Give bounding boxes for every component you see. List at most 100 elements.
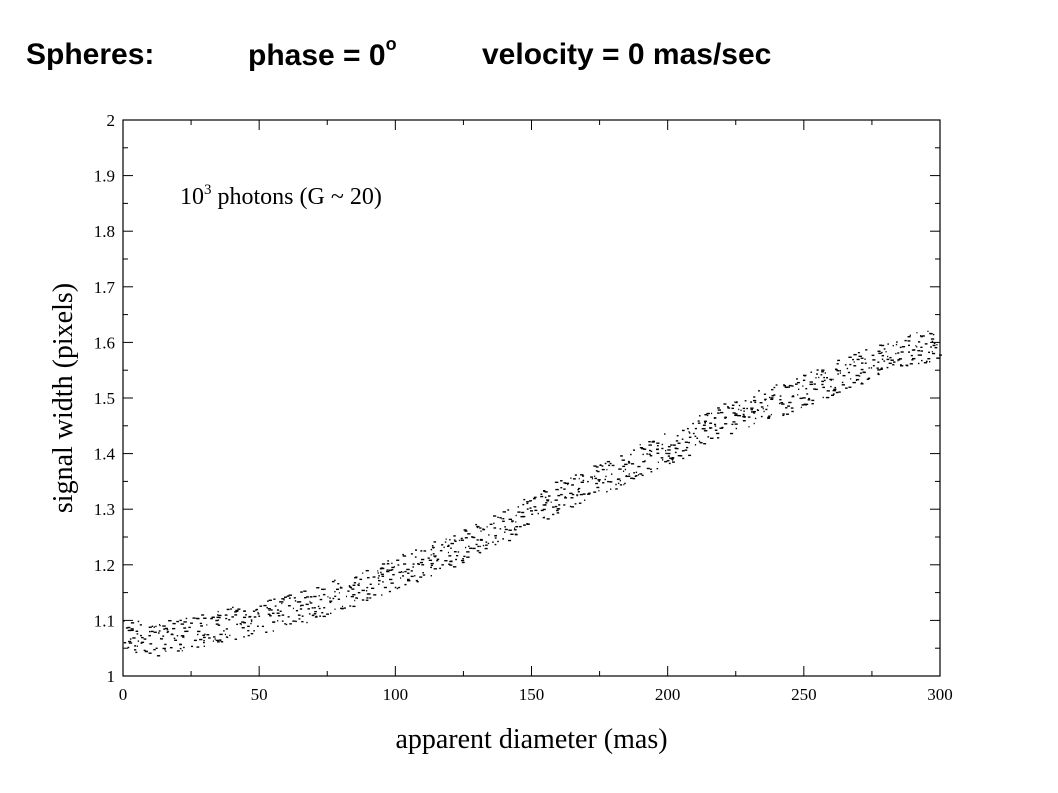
scatter-point — [649, 455, 653, 457]
scatter-point — [734, 401, 736, 403]
scatter-point — [681, 438, 684, 440]
scatter-point — [560, 480, 563, 482]
scatter-point — [497, 540, 499, 543]
scatter-point — [250, 632, 254, 635]
scatter-point — [758, 390, 760, 392]
scatter-point — [350, 586, 353, 589]
x-tick-label: 250 — [791, 685, 817, 704]
scatter-point — [823, 379, 826, 382]
scatter-point — [517, 511, 521, 513]
scatter-point — [660, 457, 664, 459]
scatter-point — [267, 608, 271, 610]
scatter-point — [564, 482, 568, 485]
scatter-point — [501, 518, 503, 520]
scatter-point — [265, 631, 268, 633]
scatter-point — [414, 575, 416, 577]
scatter-point — [542, 508, 546, 511]
scatter-point — [217, 641, 220, 643]
scatter-point — [403, 563, 407, 565]
scatter-point — [475, 543, 478, 546]
scatter-point — [862, 371, 866, 373]
scatter-point — [821, 380, 825, 383]
scatter-point — [326, 613, 330, 615]
scatter-point — [618, 468, 622, 470]
scatter-point — [564, 496, 566, 498]
scatter-point — [206, 624, 208, 626]
scatter-point — [738, 404, 741, 407]
scatter-point — [477, 545, 480, 548]
scatter-point — [502, 520, 505, 523]
scatter-point — [419, 561, 424, 564]
scatter-point — [381, 575, 385, 577]
scatter-point — [502, 538, 505, 540]
scatter-point — [224, 633, 227, 636]
scatter-point — [319, 598, 323, 601]
scatter-point — [136, 645, 138, 647]
scatter-point — [306, 596, 309, 598]
scatter-point — [597, 470, 600, 473]
scatter-point — [309, 600, 311, 603]
scatter-point — [908, 344, 910, 347]
scatter-point — [478, 551, 482, 554]
scatter-point — [892, 364, 895, 366]
scatter-point — [312, 614, 315, 617]
scatter-point — [669, 457, 672, 459]
scatter-point — [162, 635, 165, 637]
scatter-point — [877, 350, 881, 352]
scatter-point — [927, 358, 931, 360]
scatter-point — [127, 626, 131, 629]
scatter-point — [286, 595, 290, 597]
scatter-point — [148, 630, 151, 633]
scatter-point — [569, 505, 572, 508]
scatter-point — [671, 459, 674, 461]
scatter-point — [754, 401, 757, 404]
y-tick-label: 1.4 — [94, 445, 116, 464]
scatter-point — [672, 444, 676, 446]
scatter-point — [560, 493, 563, 496]
scatter-point — [656, 452, 660, 455]
scatter-point — [467, 533, 471, 535]
scatter-point — [494, 535, 497, 537]
scatter-point — [577, 488, 579, 491]
scatter-point — [642, 460, 646, 463]
scatter-point — [123, 620, 125, 622]
scatter-point — [369, 597, 372, 599]
scatter-point — [922, 335, 925, 337]
scatter-point — [357, 584, 359, 586]
scatter-point — [298, 618, 301, 620]
scatter-point — [929, 361, 931, 363]
scatter-point — [899, 364, 902, 366]
scatter-point — [294, 600, 297, 602]
scatter-point — [595, 470, 598, 472]
scatter-point — [164, 643, 167, 646]
scatter-point — [646, 453, 648, 455]
scatter-point — [775, 384, 778, 386]
scatter-point — [781, 403, 785, 405]
scatter-point — [472, 536, 476, 539]
scatter-point — [203, 617, 207, 619]
scatter-point — [174, 639, 178, 641]
scatter-point — [341, 605, 344, 608]
scatter-point — [661, 447, 664, 450]
scatter-point — [809, 381, 813, 383]
scatter-point — [179, 643, 182, 646]
scatter-point — [642, 453, 644, 456]
scatter-point — [542, 516, 545, 519]
scatter-point — [685, 446, 689, 449]
scatter-point — [180, 635, 185, 637]
scatter-point — [256, 625, 259, 627]
scatter-point — [832, 389, 837, 392]
scatter-point — [676, 435, 679, 437]
scatter-point — [301, 620, 304, 623]
scatter-point — [617, 482, 620, 485]
scatter-point — [897, 352, 900, 354]
scatter-point — [628, 473, 630, 475]
scatter-point — [643, 448, 647, 450]
scatter-point — [546, 499, 550, 501]
scatter-point — [461, 561, 465, 564]
scatter-point — [391, 568, 394, 571]
scatter-point — [253, 630, 255, 632]
scatter-point — [347, 590, 350, 592]
scatter-point — [597, 479, 601, 481]
scatter-point — [661, 459, 664, 461]
